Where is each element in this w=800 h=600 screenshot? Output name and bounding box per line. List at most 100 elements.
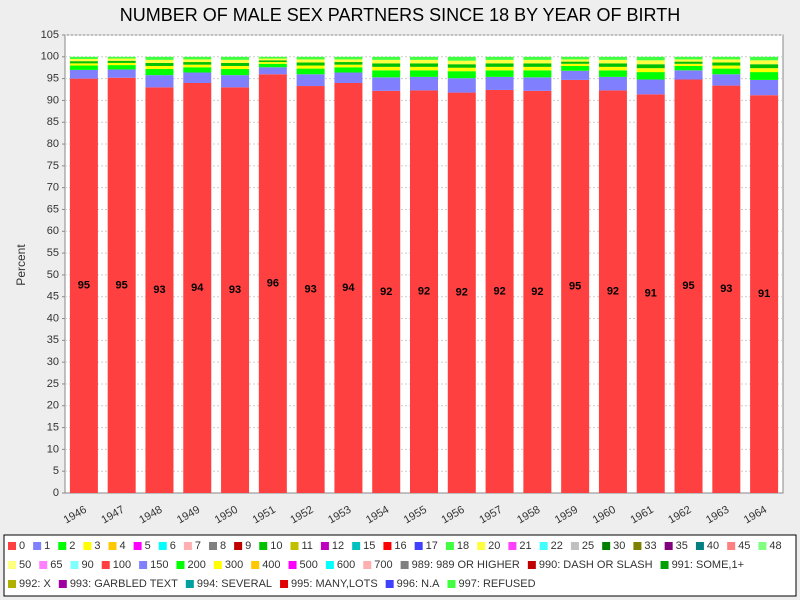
legend-label: 12 (332, 540, 344, 552)
bar-segment (69, 61, 98, 64)
y-tick-label: 25 (47, 378, 59, 390)
bar-segment (69, 78, 98, 493)
legend-swatch (234, 542, 243, 550)
data-label: 92 (456, 287, 468, 299)
bar-segment (145, 56, 174, 60)
data-label: 95 (78, 280, 90, 292)
legend-label: 4 (120, 540, 126, 552)
y-tick-label: 0 (53, 487, 59, 499)
legend-swatch (385, 580, 394, 588)
data-label: 92 (380, 286, 392, 298)
y-tick-label: 30 (47, 356, 59, 368)
bar-segment (183, 72, 212, 83)
bar-segment (145, 59, 174, 63)
bar-segment (750, 60, 779, 65)
legend-swatch (400, 561, 409, 569)
bar-segment (750, 56, 779, 61)
bar-segment (523, 77, 552, 91)
bar-segment (674, 56, 703, 60)
legend-swatch (101, 561, 110, 569)
legend-label: 2 (69, 540, 75, 552)
legend-label: 400 (262, 559, 280, 571)
data-label: 92 (607, 286, 619, 298)
bar-segment (334, 64, 363, 68)
bar-segment (69, 63, 98, 66)
legend-swatch (58, 542, 67, 550)
bar-segment (561, 59, 590, 62)
bar-segment (372, 56, 401, 60)
bar-segment (258, 62, 287, 64)
legend-swatch (320, 542, 329, 550)
legend-swatch (447, 580, 456, 588)
legend-swatch (445, 542, 454, 550)
bar-segment (561, 63, 590, 66)
bar-segment (712, 74, 741, 86)
bar-segment (372, 90, 401, 493)
legend-label: 1 (44, 540, 50, 552)
chart-title: NUMBER OF MALE SEX PARTNERS SINCE 18 BY … (120, 5, 680, 25)
bar-segment (485, 63, 514, 67)
legend-label: 996: N.A (397, 578, 440, 590)
legend-swatch (251, 561, 260, 569)
bar-segment (598, 70, 627, 77)
data-label: 95 (116, 279, 128, 291)
legend-label: 995: MANY,LOTS (291, 578, 378, 590)
y-tick-label: 45 (47, 291, 59, 303)
bar-segment (296, 56, 325, 60)
data-label: 93 (305, 283, 317, 295)
bar-segment (598, 76, 627, 91)
y-tick-label: 50 (47, 269, 59, 281)
legend-label: 15 (363, 540, 375, 552)
legend-label: 150 (150, 559, 168, 571)
legend-swatch (133, 542, 142, 550)
bar-segment (69, 65, 98, 70)
legend-label: 11 (302, 540, 313, 552)
bar-segment (296, 74, 325, 87)
bar-segment (145, 62, 174, 66)
legend-swatch (139, 561, 148, 569)
bar-segment (750, 72, 779, 80)
bar-segment (447, 60, 476, 65)
bar-segment (296, 65, 325, 69)
bar-segment (145, 65, 174, 70)
bar-segment (296, 62, 325, 66)
legend-label: 45 (738, 540, 750, 552)
bar-segment (107, 60, 136, 63)
bar-segment (372, 77, 401, 91)
bar-segment (485, 70, 514, 77)
bar-segment (258, 56, 287, 59)
legend-swatch (383, 542, 392, 550)
bar-segment (598, 59, 627, 64)
legend-label: 65 (50, 559, 62, 571)
bar-segment (372, 66, 401, 71)
bar-segment (296, 59, 325, 63)
bar-segment (410, 59, 438, 64)
legend-label: 700 (374, 559, 392, 571)
bar-segment (674, 70, 703, 80)
bar-segment (334, 56, 363, 60)
bar-segment (221, 69, 250, 76)
bar-segment (447, 78, 476, 93)
legend-swatch (664, 542, 673, 550)
legend-swatch (280, 580, 289, 588)
bar-segment (712, 56, 741, 60)
bar-segment (750, 79, 779, 96)
legend-swatch (209, 542, 217, 550)
legend-swatch (8, 561, 16, 569)
bar-segment (750, 64, 779, 69)
legend-label: 997: REFUSED (458, 578, 535, 590)
bar-segment (447, 92, 476, 493)
bar-segment (523, 56, 552, 60)
legend-label: 10 (270, 540, 282, 552)
legend-label: 17 (426, 540, 438, 552)
bar-segment (523, 90, 552, 493)
data-label: 93 (153, 284, 165, 296)
bar-segment (447, 71, 476, 79)
bar-segment (334, 59, 363, 63)
legend-swatch (527, 561, 536, 569)
legend-swatch (108, 542, 117, 550)
legend-label: 989: 989 OR HIGHER (412, 559, 520, 571)
bar-segment (372, 63, 401, 67)
bar-segment (334, 67, 363, 73)
